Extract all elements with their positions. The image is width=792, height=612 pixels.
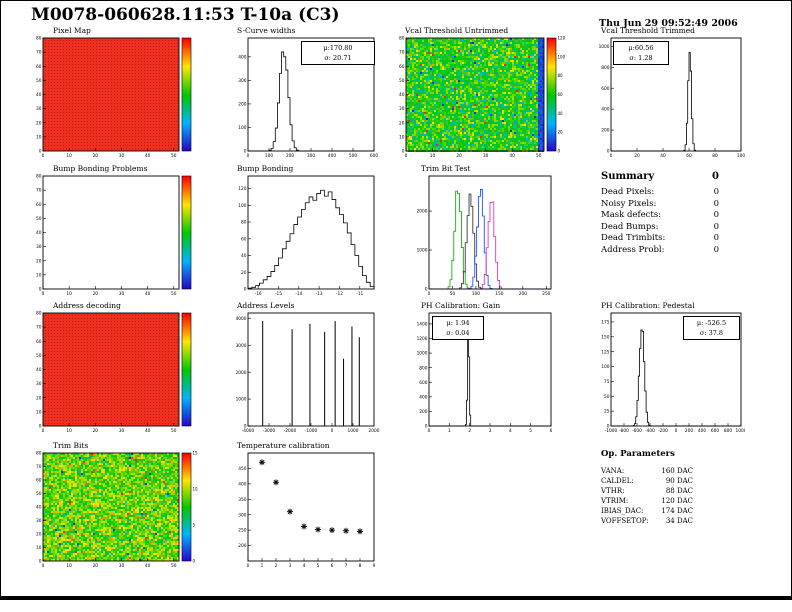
summary-value: 0 [713, 244, 719, 255]
temp-calibration-chart [226, 447, 380, 574]
op-row-voffsetop: VOFFSETOP: 34 DAC [601, 516, 693, 526]
op-row-vthr: VTHR: 88 DAC [601, 486, 693, 496]
op-row-ibias-dac: IBIAS_DAC: 174 DAC [601, 506, 693, 516]
summary-header: Summary 0 [601, 171, 719, 182]
summary-label: Dead Pixels: [601, 187, 655, 197]
ph-pedestal-stats-box: μ: -526.5 σ: 37.8 [683, 316, 740, 341]
trim-bits-canvas [25, 447, 199, 574]
op-value: 120 DAC [661, 497, 693, 505]
summary-title: Summary [601, 171, 655, 182]
op-value: 90 DAC [665, 477, 693, 485]
op-value: 160 DAC [661, 467, 693, 475]
trimbit-test-chart [407, 170, 557, 302]
address-decoding-chart [25, 307, 199, 439]
address-decoding-canvas [25, 307, 199, 439]
address-levels-chart [226, 307, 380, 439]
op-parameters-title: Op. Parameters [601, 449, 675, 459]
op-row-vana: VANA: 160 DAC [601, 466, 693, 476]
op-value: 174 DAC [661, 507, 693, 515]
chart-title-ph-gain: PH Calibration: Gain [421, 301, 501, 310]
summary-value: 0 [713, 198, 719, 209]
op-label: VTHR: [601, 487, 625, 495]
chart-title-bump-bonding: Bump Bonding [237, 164, 294, 173]
trim-bits-chart [25, 447, 199, 574]
op-label: CALDEL: [601, 477, 634, 485]
summary-row-noisy-pixels: Noisy Pixels: 0 [601, 199, 719, 211]
summary-row-dead-bumps: Dead Bumps: 0 [601, 222, 719, 234]
summary-row-dead-trimbits: Dead Trimbits: 0 [601, 233, 719, 245]
vcal-trimmed-sigma-value: σ: 1.28 [629, 54, 653, 63]
ph-gain-stats-box: μ: 1.94 σ: 0.04 [432, 316, 484, 341]
summary-label: Mask defects: [601, 210, 662, 220]
summary-row-address-probl: Address Probl: 0 [601, 245, 719, 257]
op-parameters-panel: Op. Parameters VANA: 160 DAC CALDEL: 90 … [601, 449, 693, 526]
scurve-stats-box: μ:170.80 σ: 20.71 [301, 41, 375, 66]
trimbit-test-canvas [407, 170, 557, 302]
chart-title-vcal-trimmed: Vcal Threshold Trimmed [601, 26, 695, 35]
scurve-sigma-value: σ: 20.71 [324, 54, 352, 63]
op-label: IBIAS_DAC: [601, 507, 644, 515]
op-row-caldel: CALDEL: 90 DAC [601, 476, 693, 486]
op-label: VANA: [601, 467, 625, 475]
summary-label: Dead Bumps: [601, 221, 659, 232]
chart-title-temp-calibration: Temperature calibration [237, 441, 330, 450]
vcal-untrimmed-chart [388, 32, 574, 164]
chart-title-address-decoding: Address decoding [53, 301, 121, 310]
scurve-mu-value: μ:170.80 [323, 44, 353, 52]
pixel-map-chart [25, 32, 199, 164]
chart-title-trimbit-test: Trim Bit Test [421, 164, 471, 173]
chart-title-bump-problems: Bump Bonding Problems [53, 164, 148, 173]
summary-label: Noisy Pixels: [601, 198, 657, 209]
summary-label: Dead Trimbits: [601, 233, 666, 243]
chart-title-ph-pedestal: PH Calibration: Pedestal [601, 301, 695, 310]
bump-bonding-canvas [226, 170, 380, 302]
summary-row-dead-pixels: Dead Pixels: 0 [601, 187, 719, 199]
summary-value: 0 [713, 233, 719, 243]
summary-row-mask-defects: Mask defects: 0 [601, 210, 719, 222]
chart-title-vcal-untrimmed: Vcal Threshold Untrimmed [405, 26, 509, 35]
ph-gain-sigma-value: σ: 0.04 [446, 329, 470, 338]
summary-panel: Summary 0 Dead Pixels: 0 Noisy Pixels: 0… [601, 171, 719, 256]
op-row-vtrim: VTRIM: 120 DAC [601, 496, 693, 506]
summary-value: 0 [713, 210, 719, 220]
vcal-trimmed-mu-value: μ:60.56 [628, 44, 654, 52]
timestamp: Thu Jun 29 09:52:49 2006 [599, 18, 738, 29]
address-levels-canvas [226, 307, 380, 439]
chart-title-pixel-map: Pixel Map [53, 26, 91, 35]
vcal-untrimmed-canvas [388, 32, 574, 164]
summary-value: 0 [713, 221, 719, 232]
op-value: 88 DAC [665, 487, 693, 495]
pixel-map-canvas [25, 32, 199, 164]
op-value: 34 DAC [665, 517, 693, 525]
op-label: VTRIM: [601, 497, 629, 505]
summary-value: 0 [713, 187, 719, 197]
ph-pedestal-mu-value: μ: -526.5 [696, 319, 727, 327]
op-label: VOFFSETOP: [601, 517, 649, 525]
bump-problems-chart [25, 170, 199, 302]
ph-gain-mu-value: μ: 1.94 [446, 319, 470, 327]
chart-title-scurve-widths: S-Curve widths [237, 26, 296, 35]
summary-label: Address Probl: [601, 244, 665, 255]
vcal-trimmed-stats-box: μ:60.56 σ: 1.28 [613, 41, 669, 66]
chart-title-address-levels: Address Levels [237, 301, 295, 310]
summary-total: 0 [712, 171, 719, 182]
ph-pedestal-sigma-value: σ: 37.8 [699, 329, 724, 338]
page-title: M0078-060628.11:53 T-10a (C3) [31, 5, 340, 25]
temp-calibration-canvas [226, 447, 380, 574]
bump-bonding-chart [226, 170, 380, 302]
bump-problems-canvas [25, 170, 199, 302]
chart-title-trim-bits: Trim Bits [53, 441, 89, 450]
